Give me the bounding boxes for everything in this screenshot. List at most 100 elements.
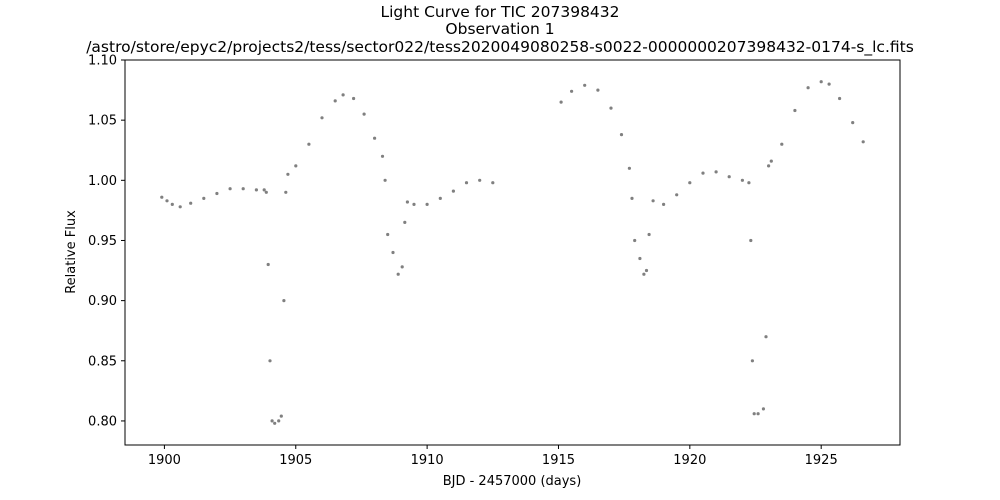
data-point [282,299,286,303]
y-tick-label: 1.10 [88,54,117,69]
data-point [633,238,637,243]
data-point [583,83,587,87]
chart-title: Light Curve for TIC 207398432 [380,3,620,21]
data-point [714,170,718,174]
y-tick-label: 0.95 [88,234,117,249]
y-tick-label: 0.85 [88,354,117,369]
data-point [630,196,634,200]
data-points [160,80,865,425]
x-tick-label: 1900 [148,453,181,468]
y-tick-label: 1.00 [88,174,117,189]
data-point [701,171,705,175]
x-axis-ticks: 1900 1905 1910 1915 1920 1925 [148,445,838,468]
data-point [756,412,760,416]
data-point [273,421,277,425]
data-point [412,202,416,206]
data-point [386,232,390,237]
data-point [478,178,482,182]
data-point [838,96,842,101]
data-point [228,187,232,191]
data-point [609,106,613,110]
data-point [651,199,655,203]
data-point [464,181,469,185]
data-point [178,205,182,209]
data-point [279,414,283,418]
data-point [688,181,692,185]
data-point [284,190,288,194]
data-point [266,262,270,267]
data-point [619,133,624,137]
data-point [262,188,266,192]
data-point [170,202,174,206]
data-point [750,359,755,363]
data-point [827,82,831,86]
x-tick-label: 1915 [542,453,575,468]
x-axis-label: BJD - 2457000 (days) [443,474,582,489]
data-point [333,99,337,103]
data-point [638,256,642,261]
data-point [215,191,219,196]
data-point [806,86,810,90]
data-point [352,96,356,101]
data-point [851,121,855,125]
data-point [294,164,298,168]
data-point [425,202,429,206]
data-point [647,232,651,237]
data-point [362,112,366,116]
data-point [644,268,649,273]
data-point [764,335,768,339]
data-point [627,166,632,170]
y-axis-ticks: 0.80 0.85 0.90 0.95 1.00 1.05 1.10 [88,54,125,429]
data-point [400,265,404,269]
data-point [165,199,169,203]
y-tick-label: 0.90 [88,294,117,309]
data-point [761,407,766,411]
data-point [403,220,407,224]
data-point [752,412,756,416]
data-point [286,172,290,176]
data-point [861,140,865,144]
data-point [189,201,193,205]
data-point [491,181,495,185]
data-point [396,272,400,276]
data-point [675,193,679,197]
data-point [320,116,324,120]
data-point [277,419,281,423]
x-tick-label: 1925 [805,453,838,468]
data-point [559,100,563,104]
data-point [160,195,164,199]
x-tick-label: 1910 [411,453,444,468]
data-point [202,196,206,200]
data-point [391,250,395,255]
plot-frame [124,59,901,446]
x-tick-label: 1920 [673,453,706,468]
data-point [740,178,745,182]
chart-file-path: /astro/store/epyc2/projects2/tess/sector… [86,38,914,56]
data-point [268,359,272,363]
data-point [769,159,773,163]
data-point [570,89,574,93]
data-point [747,181,751,185]
data-point [749,238,753,243]
data-point [373,136,377,140]
data-point [642,272,646,276]
data-point [438,196,442,200]
data-point [264,190,268,194]
data-point [383,178,387,182]
data-point [819,80,823,84]
y-tick-label: 0.80 [88,414,117,429]
y-axis-label: Relative Flux [64,210,79,294]
data-point [596,88,600,92]
y-tick-label: 1.05 [88,114,117,129]
x-tick-label: 1905 [279,453,312,468]
data-point [780,142,784,146]
data-point [341,93,345,97]
data-point [307,142,311,146]
data-point [380,154,385,158]
data-point [662,202,666,206]
data-point [241,187,245,191]
data-point [727,175,731,179]
data-point [767,164,771,168]
data-point [270,419,274,423]
